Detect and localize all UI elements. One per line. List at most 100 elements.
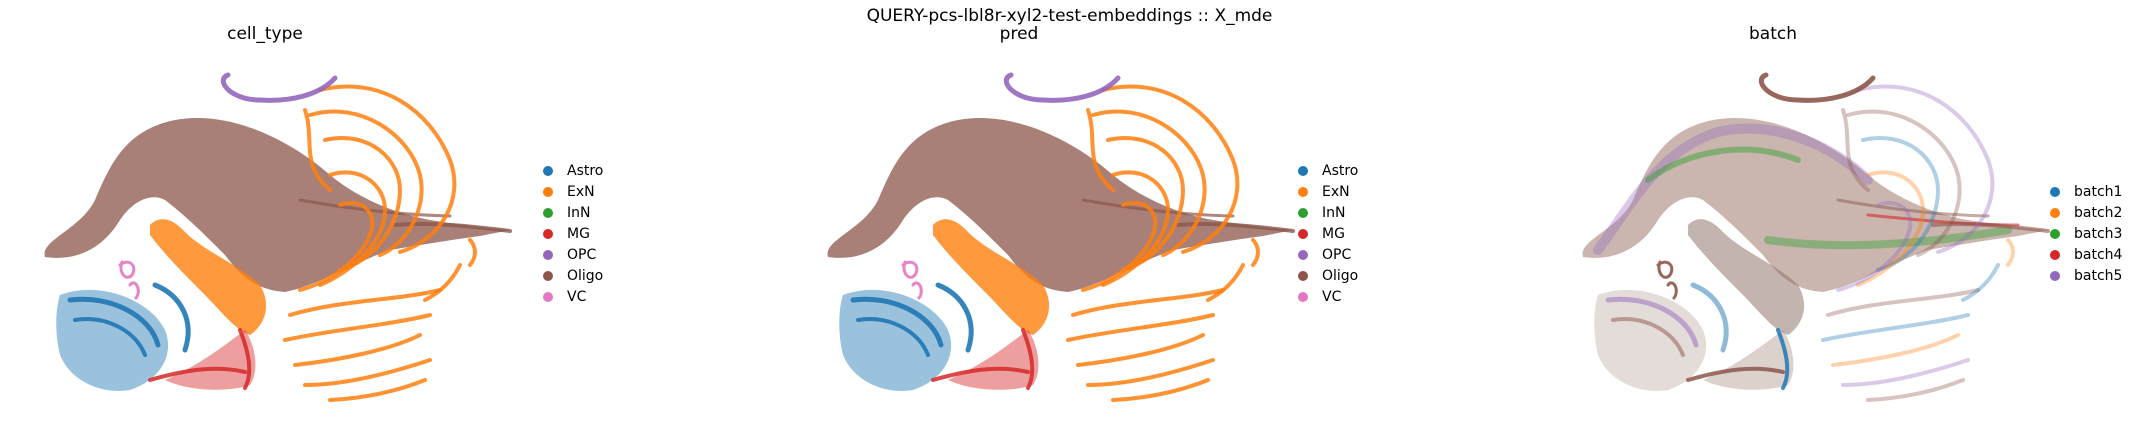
legend-item: ExN <box>543 181 603 202</box>
legend-label: OPC <box>567 246 597 263</box>
legend-label: MG <box>567 225 590 242</box>
legend-label: Astro <box>567 162 604 179</box>
cluster-mg <box>1776 328 1790 390</box>
cluster-astro <box>1594 289 1707 391</box>
cluster-astro <box>1605 296 1699 348</box>
legend-label: batch2 <box>2074 204 2123 221</box>
cluster-oligo-tail <box>1836 198 1990 218</box>
legend-marker <box>543 207 553 218</box>
legend-item: OPC <box>543 244 603 265</box>
cluster-mg <box>1703 330 1794 390</box>
legend-item: batch1 <box>2050 181 2122 202</box>
cluster-vc <box>1656 260 1678 300</box>
embedding-scatter <box>827 72 1295 402</box>
cluster-exn <box>1071 288 1225 317</box>
cluster-mg <box>948 330 1039 390</box>
cluster-exn <box>323 136 402 272</box>
cluster-vc <box>118 260 140 300</box>
legend-item: MG <box>1298 223 1358 244</box>
legend-marker <box>2050 270 2060 281</box>
cluster-exn <box>1086 108 1115 192</box>
cluster-exn <box>288 288 442 317</box>
legend-item: Astro <box>543 160 603 181</box>
cluster-exn <box>1086 358 1215 387</box>
cluster-astro <box>856 317 930 357</box>
cluster-exn <box>1106 136 1185 272</box>
cluster-exn <box>1841 108 1870 192</box>
cluster-astro <box>67 296 161 348</box>
cluster-oligo-tail <box>393 221 512 233</box>
cluster-exn <box>150 219 267 335</box>
legend-label: VC <box>1322 288 1342 305</box>
legend-marker <box>543 186 553 197</box>
legend-label: Oligo <box>567 267 604 284</box>
cluster-oligo-tail <box>1931 221 2050 233</box>
cluster-exn <box>1856 170 1925 287</box>
legend-marker <box>543 228 553 239</box>
cluster-astro <box>1690 282 1729 353</box>
legend-marker <box>1298 228 1308 239</box>
legend-label: InN <box>567 204 591 221</box>
cluster-astro <box>73 317 147 357</box>
legend: Astro ExN InN MG OPC Oligo VC <box>543 160 603 307</box>
cluster-exn <box>303 108 332 192</box>
legend-marker <box>543 249 553 260</box>
cluster-oligo-tail <box>1081 198 1235 218</box>
legend-label: Oligo <box>1322 267 1359 284</box>
cluster-exn <box>283 313 432 342</box>
batch-overlay <box>1593 123 1873 255</box>
cluster-exn <box>1821 313 1970 342</box>
legend-marker <box>1298 186 1308 197</box>
legend-item: VC <box>543 286 603 307</box>
legend-marker <box>543 291 553 302</box>
cluster-exn <box>1831 333 1960 367</box>
batch-overlay <box>1764 226 2012 250</box>
cluster-vc <box>901 260 923 300</box>
legend-item: InN <box>1298 202 1358 223</box>
cluster-exn <box>1846 109 1962 257</box>
cluster-mg <box>165 330 256 390</box>
legend-label: MG <box>1322 225 1345 242</box>
legend-item: Astro <box>1298 160 1358 181</box>
cluster-exn <box>1091 109 1207 257</box>
cluster-mg <box>1686 366 1785 382</box>
legend-item: batch3 <box>2050 223 2122 244</box>
cluster-exn <box>1841 358 1970 387</box>
legend-item: Oligo <box>543 265 603 286</box>
cluster-astro <box>152 282 191 353</box>
legend-label: VC <box>567 288 587 305</box>
cluster-exn <box>1066 313 1215 342</box>
legend-marker <box>1298 207 1308 218</box>
cluster-opc <box>220 72 338 103</box>
cluster-oligo-tail <box>298 198 452 218</box>
cluster-mg <box>148 366 247 382</box>
legend: batch1 batch2 batch3 batch4 batch5 <box>2050 181 2122 286</box>
legend-marker <box>2050 249 2060 260</box>
panel-title: cell_type <box>227 24 303 44</box>
cluster-exn <box>303 358 432 387</box>
cluster-mg <box>1021 328 1035 390</box>
cluster-exn <box>1111 378 1210 402</box>
legend-item: MG <box>543 223 603 244</box>
cluster-exn <box>1251 238 1260 267</box>
legend-marker <box>1298 249 1308 260</box>
embedding-scatter <box>1582 72 2050 402</box>
legend-item: Oligo <box>1298 265 1358 286</box>
legend-item: batch5 <box>2050 265 2122 286</box>
legend-marker <box>2050 228 2060 239</box>
cluster-exn <box>1826 288 1980 317</box>
embedding-scatter <box>44 72 512 402</box>
cluster-exn <box>1206 263 1245 302</box>
cluster-exn <box>1861 136 1940 272</box>
legend-marker <box>543 165 553 176</box>
cluster-exn <box>1866 378 1965 402</box>
cluster-exn <box>1688 219 1805 335</box>
panel-pred: pred Astro ExN InN MG OPC Oligo VC <box>783 0 1543 427</box>
cluster-exn <box>1101 84 1240 254</box>
cluster-exn <box>1856 84 1995 254</box>
cluster-exn <box>1076 333 1205 367</box>
cluster-mg <box>238 328 252 390</box>
legend-label: batch5 <box>2074 267 2123 284</box>
cluster-exn <box>933 219 1050 335</box>
panel-title: pred <box>999 24 1039 44</box>
